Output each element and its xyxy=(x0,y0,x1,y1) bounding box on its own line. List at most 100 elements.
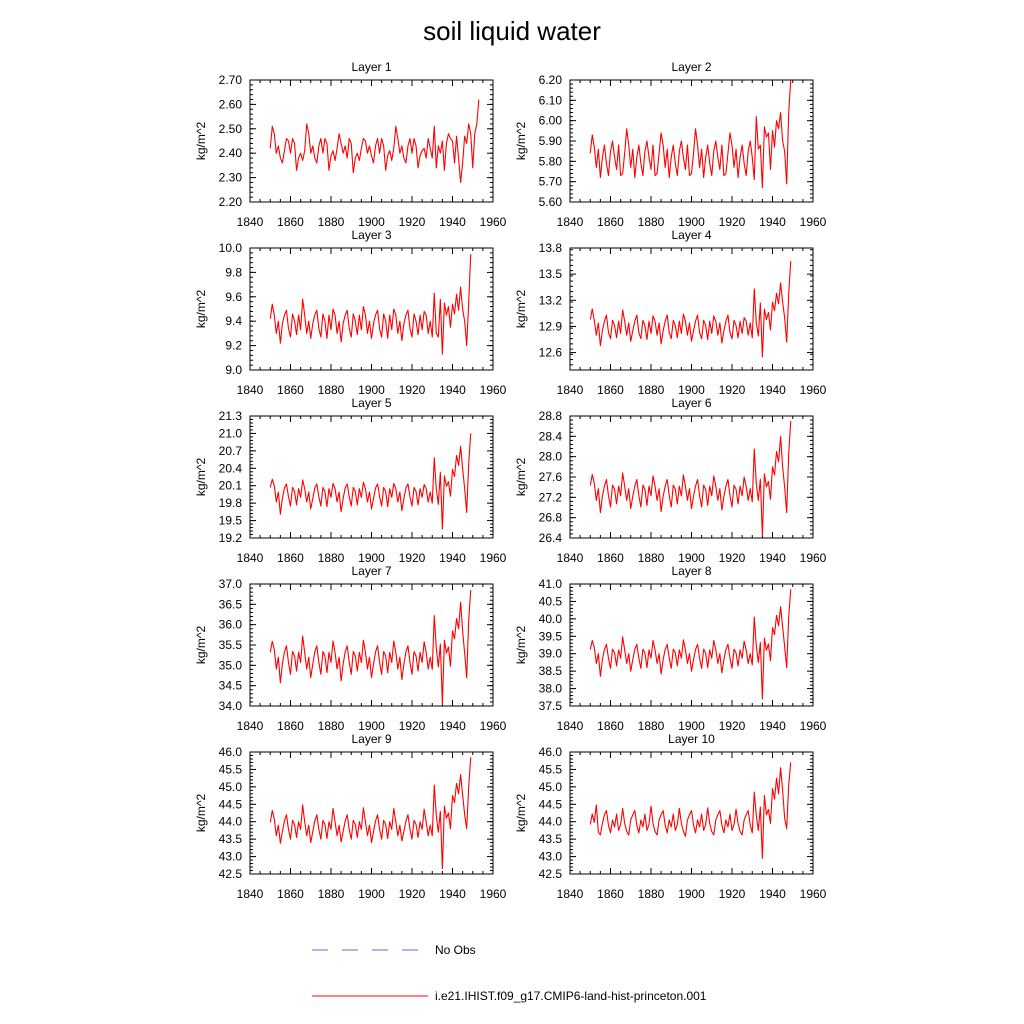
legend: No Obs i.e21.IHIST.f09_g17.CMIP6-land-hi… xyxy=(312,943,707,1003)
plot-frame xyxy=(249,415,494,539)
y-tick-label: 19.8 xyxy=(219,496,243,510)
y-tick-label: 9.6 xyxy=(225,290,242,304)
x-tick-label: 1860 xyxy=(597,551,624,565)
panel-title: Layer 10 xyxy=(668,732,715,746)
y-tick-label: 21.0 xyxy=(219,426,243,440)
panel-title: Layer 8 xyxy=(671,564,711,578)
y-tick-label: 2.20 xyxy=(219,195,243,209)
y-tick-label: 44.0 xyxy=(219,815,243,829)
x-tick-label: 1920 xyxy=(719,719,746,733)
y-tick-label: 19.5 xyxy=(219,514,243,528)
y-tick-label: 35.5 xyxy=(219,638,243,652)
chart-panel: Layer 5 kg/m^2 1840 1860 1880 1900 1920 1940 196… xyxy=(194,396,507,565)
legend-model-label: i.e21.IHIST.f09_g17.CMIP6-land-hist-prin… xyxy=(435,989,707,1003)
x-tick-label: 1880 xyxy=(638,887,665,901)
series-line xyxy=(269,590,472,705)
x-tick-label: 1920 xyxy=(399,719,426,733)
x-tick-label: 1940 xyxy=(759,551,786,565)
y-tick-label: 9.8 xyxy=(225,265,242,279)
panel-title: Layer 5 xyxy=(351,396,391,410)
y-tick-label: 6.10 xyxy=(539,93,563,107)
panel-title: Layer 3 xyxy=(351,228,391,242)
plot-frame xyxy=(569,415,814,539)
y-tick-label: 12.9 xyxy=(539,319,563,333)
x-tick-label: 1860 xyxy=(597,383,624,397)
x-tick-label: 1840 xyxy=(237,215,264,229)
y-tick-label: 46.0 xyxy=(219,745,243,759)
y-tick-label: 35.0 xyxy=(219,658,243,672)
y-tick-label: 37.5 xyxy=(539,699,563,713)
x-tick-label: 1880 xyxy=(318,887,345,901)
chart-panel: Layer 1 kg/m^2 1840 1860 1880 1900 1920 1940 196… xyxy=(194,60,507,229)
chart-panel: Layer 6 kg/m^2 1840 1860 1880 1900 1920 1940 196… xyxy=(514,396,827,565)
y-tick-label: 43.5 xyxy=(219,832,243,846)
series-line xyxy=(589,261,792,358)
y-axis-label: kg/m^2 xyxy=(194,458,208,497)
y-tick-label: 42.5 xyxy=(539,867,563,881)
y-tick-label: 43.0 xyxy=(539,850,563,864)
y-tick-label: 9.0 xyxy=(225,363,242,377)
y-tick-label: 9.4 xyxy=(225,314,242,328)
y-tick-label: 39.0 xyxy=(539,647,563,661)
y-tick-label: 21.3 xyxy=(219,409,243,423)
chart-panel: Layer 2 kg/m^2 1840 1860 1880 1900 1920 1940 196… xyxy=(514,60,827,229)
plot-frame xyxy=(569,247,814,371)
y-tick-label: 5.90 xyxy=(539,134,563,148)
y-tick-label: 46.0 xyxy=(539,745,563,759)
x-tick-label: 1880 xyxy=(638,383,665,397)
series-line xyxy=(269,254,472,355)
x-tick-label: 1960 xyxy=(800,719,827,733)
y-tick-label: 2.40 xyxy=(219,146,243,160)
y-tick-label: 2.70 xyxy=(219,73,243,87)
x-tick-label: 1920 xyxy=(399,887,426,901)
y-tick-label: 13.8 xyxy=(539,241,563,255)
x-tick-label: 1900 xyxy=(358,887,385,901)
y-tick-label: 27.2 xyxy=(539,490,563,504)
x-tick-label: 1840 xyxy=(237,383,264,397)
x-tick-label: 1900 xyxy=(678,551,705,565)
plot-frame xyxy=(249,583,494,707)
y-tick-label: 2.30 xyxy=(219,171,243,185)
x-tick-label: 1860 xyxy=(277,719,304,733)
y-tick-label: 44.0 xyxy=(539,815,563,829)
y-tick-label: 34.5 xyxy=(219,679,243,693)
y-tick-label: 41.0 xyxy=(539,577,563,591)
x-tick-label: 1940 xyxy=(759,215,786,229)
y-tick-label: 19.2 xyxy=(219,531,243,545)
legend-obs-label: No Obs xyxy=(435,943,476,957)
x-tick-label: 1920 xyxy=(399,383,426,397)
x-tick-label: 1920 xyxy=(719,551,746,565)
x-tick-label: 1920 xyxy=(719,383,746,397)
y-tick-label: 34.0 xyxy=(219,699,243,713)
chart-panel: Layer 9 kg/m^2 1840 1860 1880 1900 1920 1940 196… xyxy=(194,732,507,901)
x-tick-label: 1900 xyxy=(678,887,705,901)
series-line xyxy=(269,433,472,530)
x-tick-label: 1900 xyxy=(358,383,385,397)
y-tick-label: 28.4 xyxy=(539,429,563,443)
x-tick-label: 1880 xyxy=(638,215,665,229)
y-tick-label: 27.6 xyxy=(539,470,563,484)
y-tick-label: 26.8 xyxy=(539,511,563,525)
y-tick-label: 20.4 xyxy=(219,461,243,475)
x-tick-label: 1880 xyxy=(638,719,665,733)
y-tick-label: 39.5 xyxy=(539,629,563,643)
x-tick-label: 1880 xyxy=(318,215,345,229)
x-tick-label: 1900 xyxy=(678,215,705,229)
x-tick-label: 1940 xyxy=(439,215,466,229)
x-tick-label: 1960 xyxy=(480,215,507,229)
x-tick-label: 1860 xyxy=(277,215,304,229)
y-axis-label: kg/m^2 xyxy=(514,122,528,161)
y-tick-label: 20.1 xyxy=(219,479,243,493)
x-tick-label: 1960 xyxy=(800,887,827,901)
y-axis-label: kg/m^2 xyxy=(194,794,208,833)
x-tick-label: 1840 xyxy=(557,551,584,565)
x-tick-label: 1880 xyxy=(318,719,345,733)
y-tick-label: 6.00 xyxy=(539,114,563,128)
x-tick-label: 1900 xyxy=(678,719,705,733)
panel-title: Layer 9 xyxy=(351,732,391,746)
y-tick-label: 40.0 xyxy=(539,612,563,626)
x-tick-label: 1920 xyxy=(719,215,746,229)
y-tick-label: 2.60 xyxy=(219,97,243,111)
x-tick-label: 1960 xyxy=(800,551,827,565)
y-tick-label: 38.0 xyxy=(539,682,563,696)
